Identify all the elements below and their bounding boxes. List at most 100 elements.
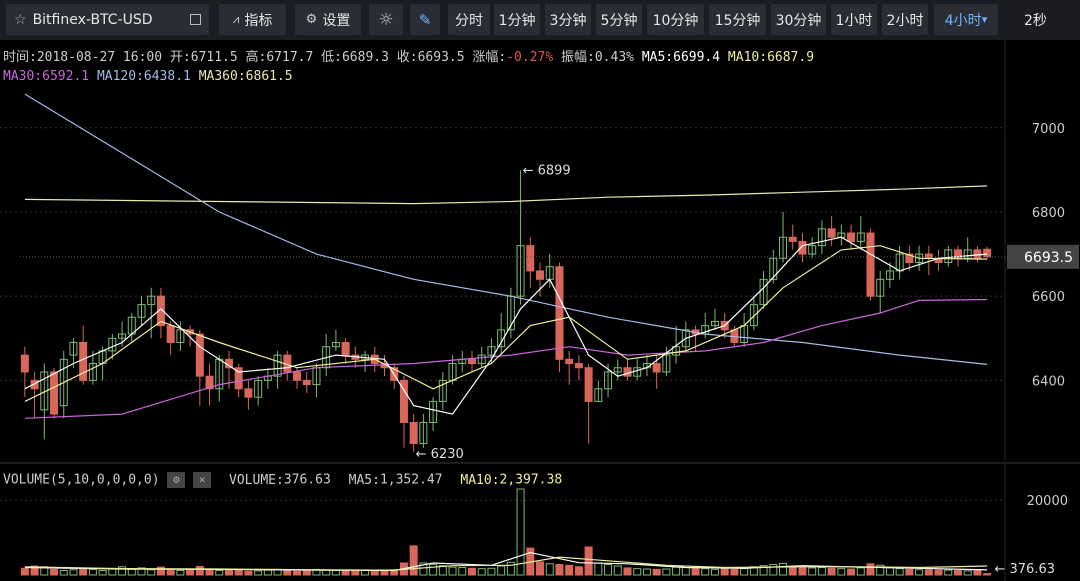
volume-bar <box>137 567 146 576</box>
candle-body <box>681 329 690 348</box>
drawing-tool-button[interactable]: ✎ <box>410 4 440 35</box>
candle-body <box>555 266 564 360</box>
volume-bar <box>827 567 836 576</box>
volume-bar <box>613 565 622 576</box>
volume-bar <box>341 570 350 576</box>
settings-button[interactable]: ⚙ 设置 <box>295 4 361 35</box>
candle-body <box>934 257 943 264</box>
candle-body <box>827 228 836 238</box>
refresh-rate[interactable]: 2秒 <box>1024 12 1047 29</box>
toolbar: ☆ Bitfinex-BTC-USD ⩘ 指标 ⚙ 设置 ☼ ✎ 分时 1分钟 3分… <box>0 0 1080 40</box>
interval-8[interactable]: 2小时 <box>882 4 928 35</box>
volume-bar <box>312 568 321 576</box>
volume-bar <box>895 568 904 576</box>
candle-body <box>244 388 253 398</box>
candle-body <box>195 333 204 377</box>
volume-bar <box>224 568 233 576</box>
volume-ma5-line <box>24 551 988 572</box>
external-window-icon[interactable] <box>190 14 201 25</box>
ma5-value: 6699.4 <box>673 50 721 65</box>
candle-body <box>759 278 768 306</box>
volume-bar <box>263 569 272 576</box>
candle-body <box>604 371 613 390</box>
volume-bar <box>156 566 165 576</box>
candle-body <box>594 388 603 402</box>
volume-marker: ← 376.63 <box>994 562 1055 577</box>
interval-9[interactable]: 4小时 ▾ <box>934 4 998 35</box>
interval-7[interactable]: 1小时 <box>831 4 877 35</box>
ma30-value: 6592.1 <box>42 69 90 84</box>
candle-body <box>186 329 195 335</box>
candle-body <box>516 245 525 297</box>
volume-bar <box>924 569 933 576</box>
low-price-marker: ← 6230 <box>416 447 464 462</box>
settings-label: 设置 <box>322 12 351 29</box>
candle-body <box>662 354 671 373</box>
volume-bar <box>244 570 253 576</box>
volume-bar <box>108 568 117 576</box>
last-price-box <box>1007 244 1079 269</box>
ma10-line <box>24 245 988 402</box>
volume-bar <box>205 569 214 576</box>
volume-bar <box>497 565 506 576</box>
candle-body <box>380 363 389 369</box>
candle-body <box>740 325 749 343</box>
interval-6[interactable]: 30分钟 <box>771 4 826 35</box>
candle-body <box>176 329 185 343</box>
indicators-label: 指标 <box>244 12 273 29</box>
candle-body <box>341 341 350 356</box>
candle-body <box>536 270 545 280</box>
candle-body <box>779 236 788 259</box>
candle-body <box>312 367 321 386</box>
candle-body <box>963 249 972 259</box>
interval-label: 15分钟 <box>714 12 761 29</box>
volume-bar <box>740 568 749 576</box>
volume-bar <box>166 569 175 576</box>
candle-body <box>672 346 681 356</box>
interval-4[interactable]: 10分钟 <box>647 4 704 35</box>
volume-bar <box>448 566 457 576</box>
theme-toggle-button[interactable]: ☼ <box>369 4 403 35</box>
candle-body <box>769 257 778 280</box>
volume-bar <box>254 570 263 576</box>
volume-bar <box>866 563 875 576</box>
volume-bar <box>380 570 389 576</box>
volume-bar <box>876 564 885 576</box>
interval-3[interactable]: 5分钟 <box>596 4 642 35</box>
candle-body <box>467 358 476 365</box>
candle-body <box>429 400 438 423</box>
volume-close-icon[interactable]: ✕ <box>193 472 212 488</box>
interval-1[interactable]: 1分钟 <box>494 4 540 35</box>
time-label: 时间: <box>3 50 37 65</box>
interval-0[interactable]: 分时 <box>448 4 490 35</box>
symbol-selector[interactable]: ☆ Bitfinex-BTC-USD <box>6 4 209 35</box>
candle-body <box>808 245 817 255</box>
indicators-button[interactable]: ⩘ 指标 <box>219 4 286 35</box>
y-tick-label: 6400 <box>1032 374 1065 389</box>
ma30-label: MA30: <box>3 69 43 84</box>
volume-label: VOLUME: <box>229 472 284 488</box>
interval-5[interactable]: 15分钟 <box>709 4 766 35</box>
interval-2[interactable]: 3分钟 <box>545 4 591 35</box>
candle-body <box>526 245 535 272</box>
y-tick-label: 7000 <box>1032 122 1065 137</box>
high-label: 高: <box>245 50 267 65</box>
candle-body <box>438 379 447 402</box>
volume-bar <box>215 570 224 576</box>
volume-bar <box>555 564 564 576</box>
candle-body <box>584 367 593 402</box>
candle-body <box>448 363 457 381</box>
volume-bar <box>905 568 914 576</box>
volume-bar <box>536 561 545 576</box>
candle-body <box>147 295 156 306</box>
volume-gear-icon[interactable]: ⚙ <box>167 472 186 488</box>
candle-body <box>944 249 953 264</box>
volume-bar <box>399 562 408 576</box>
volume-bar <box>409 545 418 576</box>
candle-body <box>924 253 933 259</box>
candle-body <box>88 363 97 381</box>
volume-bar <box>20 567 29 576</box>
ma360-label: MA360: <box>198 69 246 84</box>
star-icon[interactable]: ☆ <box>14 11 27 28</box>
